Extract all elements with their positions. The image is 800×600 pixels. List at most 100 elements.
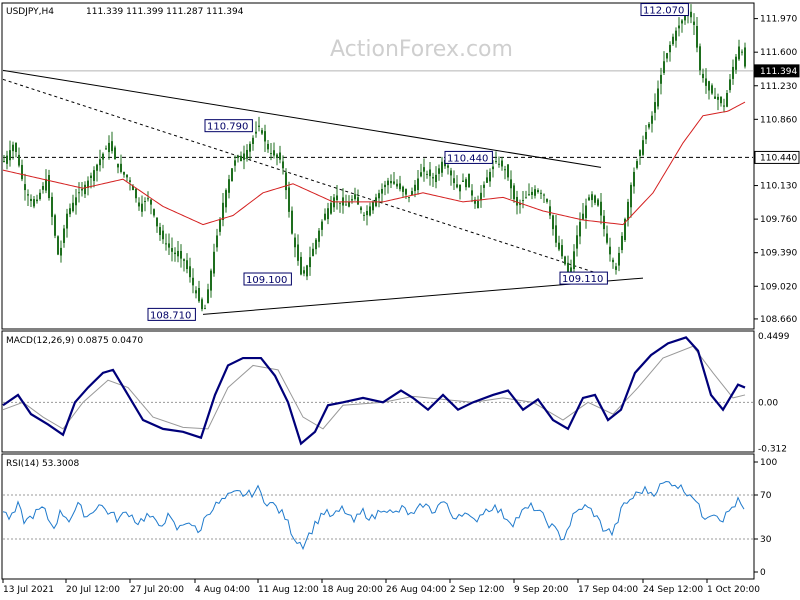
- candle-body: [459, 184, 461, 192]
- price-tick-label: 109.390: [760, 249, 797, 259]
- candle-body: [255, 131, 257, 134]
- candle-body: [360, 207, 362, 211]
- candle-body: [183, 259, 185, 261]
- candle-body: [696, 26, 698, 48]
- candle-body: [150, 199, 152, 205]
- candle-body: [48, 175, 50, 199]
- candle-body: [576, 235, 578, 249]
- candle-body: [663, 61, 665, 73]
- candle-body: [351, 199, 353, 201]
- candle-body: [186, 260, 188, 270]
- candle-body: [354, 194, 356, 200]
- candle-body: [114, 147, 116, 160]
- candle-body: [324, 213, 326, 220]
- candle-body: [471, 190, 473, 196]
- candle-body: [273, 150, 275, 156]
- x-tick-label: 26 Aug 04:00: [386, 585, 447, 595]
- candle-body: [33, 199, 35, 207]
- candle-body: [582, 213, 584, 220]
- candle-body: [117, 163, 119, 168]
- candle-body: [660, 74, 662, 84]
- candle-body: [441, 161, 443, 173]
- candle-body: [123, 172, 125, 175]
- candle-body: [708, 81, 710, 91]
- candle-body: [393, 181, 395, 184]
- candle-body: [258, 125, 260, 127]
- candle-body: [195, 290, 197, 294]
- candle-body: [399, 183, 401, 190]
- candle-body: [171, 248, 173, 252]
- candle-body: [390, 181, 392, 184]
- trendline: [2, 78, 602, 275]
- candle-body: [315, 239, 317, 250]
- candle-body: [711, 85, 713, 94]
- candle-body: [267, 143, 269, 150]
- candle-body: [201, 299, 203, 310]
- candle-body: [396, 183, 398, 187]
- candle-body: [690, 11, 692, 18]
- candle-body: [540, 192, 542, 194]
- candle-body: [543, 194, 545, 196]
- candle-body: [564, 256, 566, 265]
- candle-body: [669, 44, 671, 53]
- candle-body: [303, 270, 305, 274]
- candle-body: [630, 184, 632, 208]
- rsi-line: [2, 480, 745, 551]
- candle-body: [87, 180, 89, 188]
- x-tick-label: 20 Jul 12:00: [66, 585, 120, 595]
- candle-body: [702, 73, 704, 79]
- candle-body: [165, 243, 167, 245]
- candle-body: [525, 197, 527, 199]
- price-annotation-box: [243, 272, 292, 286]
- candle-body: [537, 190, 539, 192]
- candle-body: [405, 189, 407, 195]
- candle-body: [600, 201, 602, 216]
- candle-body: [381, 188, 383, 194]
- candle-body: [357, 197, 359, 205]
- candle-body: [453, 178, 455, 184]
- candle-body: [168, 243, 170, 248]
- candle-body: [72, 202, 74, 212]
- macd-panel-title: MACD(12,26,9) 0.0875 0.0470: [6, 336, 143, 346]
- candle-body: [498, 163, 500, 165]
- candle-body: [738, 46, 740, 60]
- candle-body: [9, 150, 11, 161]
- candle-body: [282, 161, 284, 169]
- candle-body: [588, 197, 590, 201]
- candle-body: [18, 154, 20, 166]
- candle-body: [549, 206, 551, 216]
- candle-body: [552, 215, 554, 230]
- candle-body: [654, 102, 656, 113]
- candle-body: [468, 173, 470, 188]
- candle-body: [78, 192, 80, 194]
- candle-body: [327, 208, 329, 220]
- candle-body: [330, 202, 332, 214]
- macd-tick-label: -0.312: [758, 444, 787, 454]
- rsi-panel-title: RSI(14) 53.3008: [6, 459, 79, 469]
- x-tick-label: 24 Sep 12:00: [643, 585, 703, 595]
- candle-body: [102, 153, 104, 160]
- candle-body: [528, 194, 530, 196]
- price-axis: 111.970 111.600 111.230 110.860 110.130 109.7…: [754, 15, 800, 325]
- x-tick-label: 27 Jul 20:00: [130, 585, 184, 595]
- axis-price-marker-box: [754, 64, 800, 78]
- candle-body: [138, 202, 140, 207]
- candle-body: [387, 180, 389, 186]
- candle-body: [402, 186, 404, 192]
- x-axis: 13 Jul 2021 20 Jul 12:00 27 Jul 20:00 4 Aug…: [2, 579, 760, 595]
- candle-body: [678, 25, 680, 29]
- candle-body: [516, 196, 518, 206]
- candle-body: [96, 164, 98, 171]
- candle-body: [108, 142, 110, 153]
- candle-body: [15, 143, 17, 152]
- candle-body: [639, 150, 641, 156]
- candle-body: [60, 247, 62, 256]
- candle-body: [30, 198, 32, 201]
- price-annotation: 108.710: [150, 310, 191, 321]
- candle-body: [624, 218, 626, 241]
- candle-body: [477, 200, 479, 209]
- candle-body: [219, 219, 221, 232]
- candle-body: [456, 184, 458, 188]
- candle-body: [222, 202, 224, 221]
